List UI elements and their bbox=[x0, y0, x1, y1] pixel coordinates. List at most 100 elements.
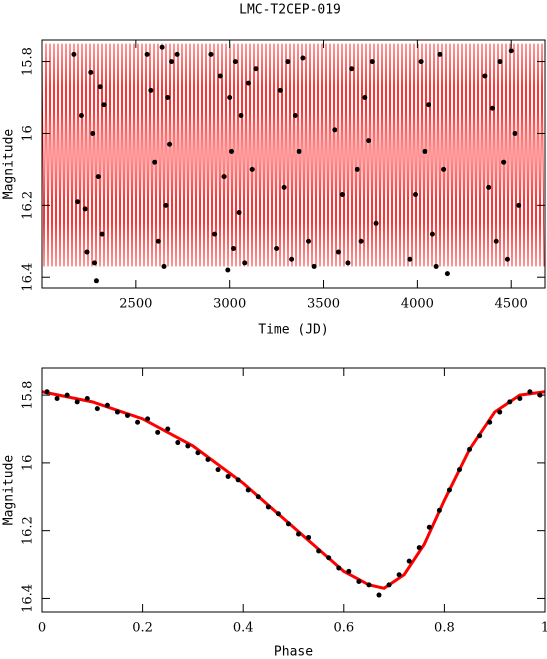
data-point bbox=[125, 412, 131, 418]
data-point bbox=[418, 59, 424, 65]
data-point bbox=[225, 267, 231, 273]
data-point bbox=[346, 568, 352, 574]
data-point bbox=[44, 389, 50, 395]
x-tick-label: 4000 bbox=[401, 297, 434, 312]
data-point bbox=[289, 256, 295, 262]
data-point bbox=[225, 473, 231, 479]
data-point bbox=[236, 210, 242, 216]
chart-title: LMC-T2CEP-019 bbox=[239, 3, 341, 18]
y-tick-label: 16.4 bbox=[21, 584, 36, 613]
data-point bbox=[281, 184, 287, 190]
data-point bbox=[441, 166, 447, 172]
data-point bbox=[90, 130, 96, 136]
y-tick-label: 16.2 bbox=[21, 191, 36, 220]
data-point bbox=[356, 579, 362, 584]
data-point bbox=[84, 249, 90, 255]
data-point bbox=[95, 174, 101, 180]
data-point bbox=[336, 249, 342, 255]
data-point bbox=[84, 396, 90, 401]
data-point bbox=[345, 260, 351, 266]
data-point bbox=[517, 396, 523, 401]
data-point bbox=[217, 73, 223, 79]
x-tick-label: 0.8 bbox=[434, 621, 455, 636]
data-point bbox=[422, 148, 428, 154]
data-point bbox=[185, 443, 191, 449]
data-point bbox=[274, 245, 280, 251]
data-point bbox=[436, 507, 442, 513]
y-axis-label: Magnitude bbox=[2, 455, 17, 526]
data-point bbox=[306, 238, 312, 244]
data-point bbox=[416, 545, 422, 551]
data-point bbox=[437, 51, 443, 57]
data-point bbox=[426, 524, 432, 530]
data-point bbox=[396, 572, 402, 578]
data-point bbox=[311, 263, 317, 269]
data-point bbox=[235, 477, 241, 483]
data-point bbox=[92, 260, 98, 266]
data-point bbox=[512, 130, 518, 136]
y-tick-label: 15.8 bbox=[21, 381, 36, 410]
data-point bbox=[101, 102, 107, 108]
data-point bbox=[516, 202, 522, 208]
data-point bbox=[477, 433, 483, 439]
data-point bbox=[467, 446, 473, 452]
x-tick-label: 3500 bbox=[307, 297, 340, 312]
data-point bbox=[82, 206, 88, 212]
data-point bbox=[159, 44, 165, 50]
data-point bbox=[296, 531, 302, 537]
data-point bbox=[169, 59, 175, 65]
data-point bbox=[265, 504, 271, 510]
data-point bbox=[326, 555, 332, 561]
data-point bbox=[174, 51, 180, 57]
data-point bbox=[255, 494, 261, 500]
data-point bbox=[253, 66, 259, 72]
data-point bbox=[497, 409, 503, 415]
data-point bbox=[212, 231, 218, 237]
data-point bbox=[215, 467, 221, 473]
data-point bbox=[93, 278, 99, 284]
plot-frame bbox=[41, 39, 546, 289]
data-point bbox=[358, 238, 364, 244]
data-point bbox=[336, 565, 342, 571]
data-point bbox=[232, 59, 238, 65]
x-tick-label: 0.6 bbox=[333, 621, 354, 636]
y-tick-label: 16 bbox=[21, 125, 36, 142]
data-point bbox=[482, 73, 488, 79]
model-curve bbox=[41, 390, 546, 590]
data-point bbox=[230, 245, 236, 251]
data-point bbox=[205, 457, 211, 462]
data-point bbox=[54, 396, 60, 401]
data-point bbox=[245, 487, 251, 493]
data-point bbox=[135, 419, 141, 425]
y-tick-label: 16.2 bbox=[21, 516, 36, 545]
x-tick-label: 4500 bbox=[495, 297, 528, 312]
data-point bbox=[75, 199, 81, 205]
x-tick-label: 0 bbox=[38, 621, 46, 636]
data-point bbox=[508, 48, 514, 54]
data-point bbox=[71, 51, 77, 57]
data-point bbox=[354, 166, 360, 172]
data-point bbox=[104, 402, 110, 408]
data-point bbox=[165, 426, 171, 432]
data-point bbox=[507, 399, 513, 405]
data-point bbox=[145, 416, 151, 422]
data-point bbox=[114, 409, 120, 415]
data-point bbox=[446, 487, 452, 493]
data-point bbox=[527, 389, 533, 395]
data-point bbox=[306, 534, 312, 540]
data-point bbox=[300, 55, 306, 61]
data-point bbox=[152, 159, 158, 165]
data-point bbox=[275, 511, 281, 517]
plot-frame bbox=[41, 367, 546, 613]
data-point bbox=[369, 59, 375, 65]
data-point bbox=[501, 159, 507, 165]
data-point bbox=[97, 84, 103, 90]
data-point bbox=[489, 105, 495, 111]
data-point bbox=[412, 192, 418, 198]
data-point bbox=[74, 399, 80, 405]
data-point bbox=[406, 558, 412, 564]
data-point bbox=[144, 51, 150, 57]
data-point bbox=[373, 220, 379, 226]
data-point bbox=[245, 80, 251, 86]
